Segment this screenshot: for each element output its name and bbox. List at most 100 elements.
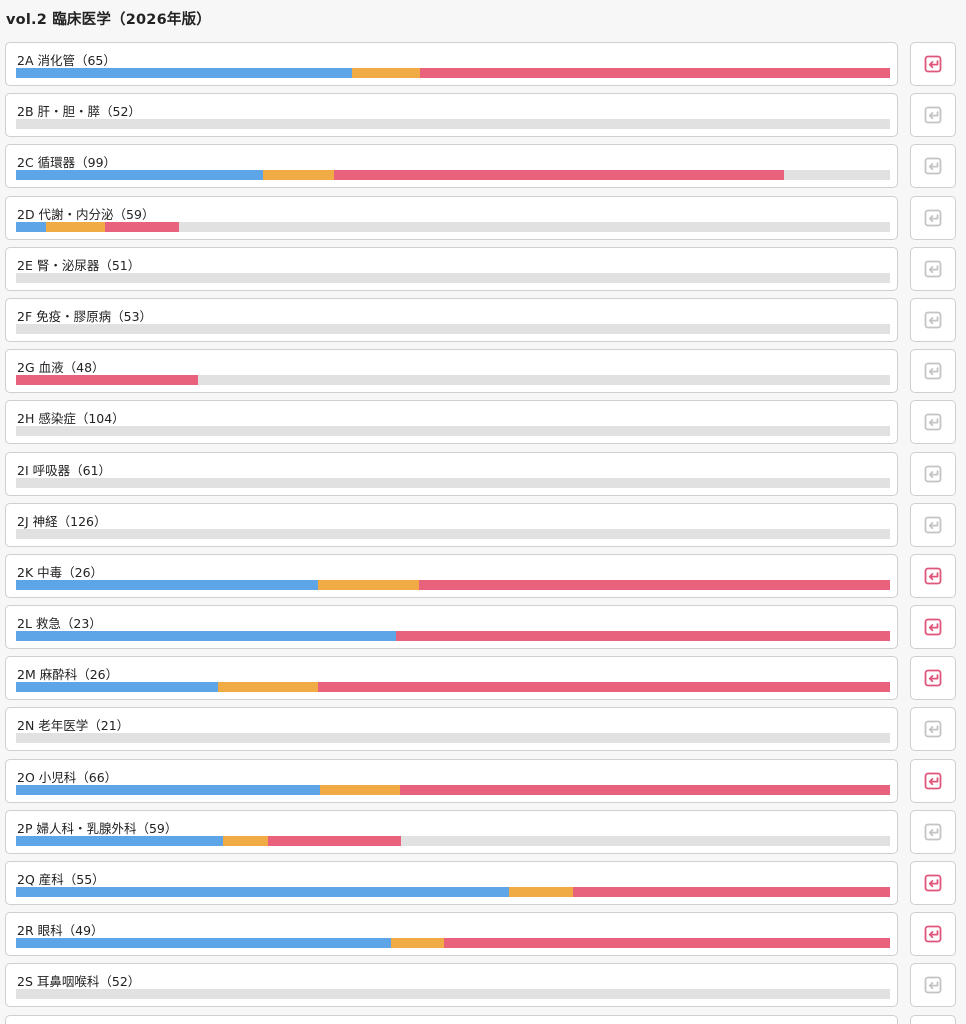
review-button[interactable] xyxy=(910,605,956,650)
review-button[interactable] xyxy=(910,144,956,189)
section-card[interactable]: 2S 耳鼻咽喉科（52） xyxy=(5,963,898,1008)
section-card[interactable]: 2C 循環器（99） xyxy=(5,144,898,189)
section-card[interactable]: 2K 中毒（26） xyxy=(5,553,898,598)
progress-bar xyxy=(16,221,890,232)
section-card[interactable]: 2J 神経（126） xyxy=(5,502,898,547)
review-return-icon xyxy=(924,772,942,790)
section-card[interactable]: 2P 婦人科・乳腺外科（59） xyxy=(5,809,898,854)
review-return-icon xyxy=(924,823,942,841)
section-row: 2J 神経（126） xyxy=(5,502,957,549)
section-row: 2T 精神科（58） xyxy=(5,1014,957,1024)
review-button[interactable] xyxy=(910,195,956,240)
section-card[interactable]: 2L 救急（23） xyxy=(5,605,898,650)
progress-bar xyxy=(16,682,890,693)
section-card[interactable]: 2N 老年医学（21） xyxy=(5,707,898,752)
progress-partial-segment xyxy=(352,68,420,78)
review-button[interactable] xyxy=(910,963,956,1008)
progress-bar xyxy=(16,272,890,283)
section-label: 2M 麻酔科（26） xyxy=(17,667,119,683)
review-return-icon xyxy=(924,567,942,585)
review-button[interactable] xyxy=(910,297,956,342)
section-label: 2O 小児科（66） xyxy=(17,769,118,785)
section-card[interactable]: 2O 小児科（66） xyxy=(5,758,898,803)
section-row: 2N 老年医学（21） xyxy=(5,707,957,753)
section-row: 2Q 産科（55） xyxy=(5,861,957,907)
progress-bar xyxy=(16,68,890,78)
review-button[interactable] xyxy=(910,656,956,701)
section-card[interactable]: 2H 感染症（104） xyxy=(5,400,898,445)
progress-bar xyxy=(16,477,890,488)
section-card[interactable]: 2E 腎・泌尿器（51） xyxy=(5,246,898,291)
progress-bar xyxy=(16,426,890,437)
review-button[interactable] xyxy=(910,1014,956,1024)
review-button[interactable] xyxy=(910,246,956,291)
progress-partial-segment xyxy=(390,938,445,949)
section-card[interactable]: 2G 血液（48） xyxy=(5,349,898,394)
page-title: vol.2 臨床医学（2026年版） xyxy=(6,12,211,28)
section-label: 2L 救急（23） xyxy=(17,616,102,632)
progress-bar xyxy=(16,835,890,846)
section-row: 2M 麻酔科（26） xyxy=(5,656,957,702)
section-label: 2P 婦人科・乳腺外科（59） xyxy=(17,820,178,836)
review-button[interactable] xyxy=(910,93,956,138)
section-row: 2I 呼吸器（61） xyxy=(5,451,957,498)
progress-bar xyxy=(16,323,890,334)
section-row: 2H 感染症（104） xyxy=(5,400,957,446)
section-row: 2C 循環器（99） xyxy=(5,144,957,190)
progress-bar xyxy=(16,784,890,795)
progress-wrong-segment xyxy=(267,835,402,846)
review-return-icon xyxy=(924,669,942,687)
section-label: 2F 免疫・膠原病（53） xyxy=(17,308,153,324)
section-row: 2K 中毒（26） xyxy=(5,553,957,600)
section-label: 2D 代謝・内分泌（59） xyxy=(17,206,155,222)
progress-wrong-segment xyxy=(444,938,890,949)
progress-wrong-segment xyxy=(419,68,890,78)
review-button[interactable] xyxy=(910,707,956,752)
section-card[interactable]: 2M 麻酔科（26） xyxy=(5,656,898,701)
progress-partial-segment xyxy=(508,887,573,897)
review-return-icon xyxy=(924,55,942,73)
review-button[interactable] xyxy=(910,861,956,905)
section-card[interactable]: 2T 精神科（58） xyxy=(5,1014,898,1024)
section-label: 2C 循環器（99） xyxy=(17,155,117,171)
section-row: 2G 血液（48） xyxy=(5,349,957,395)
section-card[interactable]: 2F 免疫・膠原病（53） xyxy=(5,297,898,342)
progress-wrong-segment xyxy=(334,170,785,181)
review-button[interactable] xyxy=(910,502,956,547)
section-row: 2A 消化管（65） xyxy=(5,42,957,88)
review-button[interactable] xyxy=(910,42,956,86)
review-button[interactable] xyxy=(910,809,956,854)
review-return-icon xyxy=(924,976,942,994)
section-label: 2E 腎・泌尿器（51） xyxy=(17,257,141,273)
progress-wrong-segment xyxy=(105,221,180,232)
section-card[interactable]: 2I 呼吸器（61） xyxy=(5,451,898,496)
section-card[interactable]: 2B 肝・胆・膵（52） xyxy=(5,93,898,138)
progress-wrong-segment xyxy=(418,579,890,590)
review-button[interactable] xyxy=(910,451,956,496)
review-return-icon xyxy=(924,721,942,738)
review-button[interactable] xyxy=(910,912,956,957)
progress-correct-segment xyxy=(16,887,509,897)
review-button[interactable] xyxy=(910,553,956,598)
section-card[interactable]: 2A 消化管（65） xyxy=(5,42,898,86)
progress-bar xyxy=(16,989,890,1000)
progress-partial-segment xyxy=(223,835,268,846)
progress-bar xyxy=(16,733,890,744)
section-label: 2H 感染症（104） xyxy=(17,411,125,427)
progress-wrong-segment xyxy=(396,631,890,642)
review-return-icon xyxy=(924,157,942,175)
review-button[interactable] xyxy=(910,758,956,803)
progress-wrong-segment xyxy=(318,682,890,693)
section-row: 2F 免疫・膠原病（53） xyxy=(5,297,957,344)
review-button[interactable] xyxy=(910,400,956,445)
review-button[interactable] xyxy=(910,349,956,394)
progress-wrong-segment xyxy=(399,784,890,795)
progress-correct-segment xyxy=(16,835,224,846)
section-card[interactable]: 2D 代謝・内分泌（59） xyxy=(5,195,898,240)
section-label: 2K 中毒（26） xyxy=(17,564,104,580)
section-label: 2A 消化管（65） xyxy=(17,53,116,68)
section-card[interactable]: 2Q 産科（55） xyxy=(5,861,898,905)
section-card[interactable]: 2R 眼科（49） xyxy=(5,912,898,957)
progress-correct-segment xyxy=(16,68,353,78)
section-row: 2L 救急（23） xyxy=(5,605,957,651)
